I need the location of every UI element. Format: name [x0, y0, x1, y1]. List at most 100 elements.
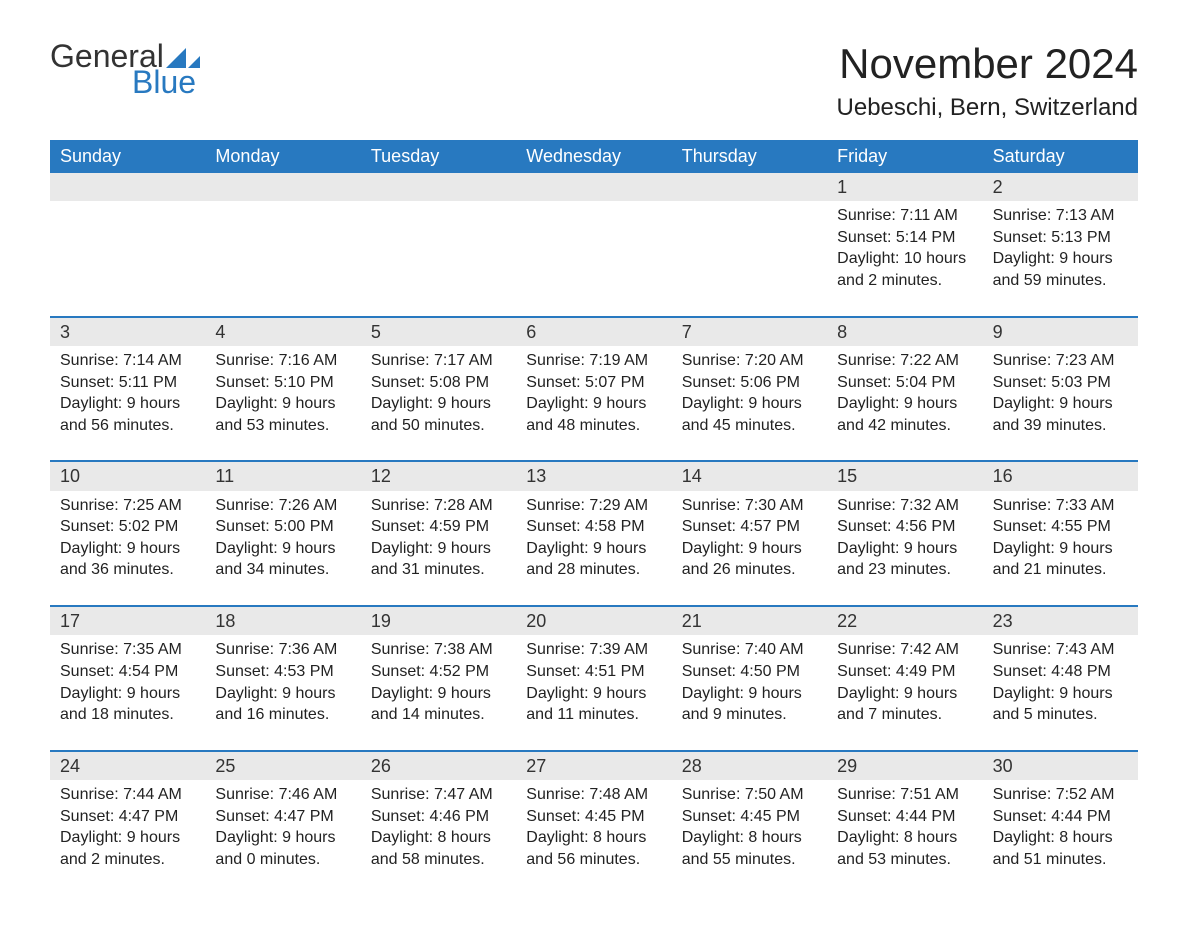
sunrise-text: Sunrise: 7:19 AM	[526, 350, 661, 372]
day-header-cell: Wednesday	[516, 140, 671, 173]
sunset-text: Sunset: 4:44 PM	[837, 806, 972, 828]
week-row: 3Sunrise: 7:14 AMSunset: 5:11 PMDaylight…	[50, 316, 1138, 461]
day-number: 29	[827, 752, 982, 780]
day-cell: 22Sunrise: 7:42 AMSunset: 4:49 PMDayligh…	[827, 607, 982, 750]
day-number: 3	[50, 318, 205, 346]
day-number: 14	[672, 462, 827, 490]
sunset-text: Sunset: 4:44 PM	[993, 806, 1128, 828]
daylight-text: Daylight: 9 hours and 14 minutes.	[371, 683, 506, 726]
day-cell: 20Sunrise: 7:39 AMSunset: 4:51 PMDayligh…	[516, 607, 671, 750]
sunrise-text: Sunrise: 7:36 AM	[215, 639, 350, 661]
day-cell: 12Sunrise: 7:28 AMSunset: 4:59 PMDayligh…	[361, 462, 516, 605]
sunrise-text: Sunrise: 7:11 AM	[837, 205, 972, 227]
sunset-text: Sunset: 5:07 PM	[526, 372, 661, 394]
week-row: 17Sunrise: 7:35 AMSunset: 4:54 PMDayligh…	[50, 605, 1138, 750]
day-number: 5	[361, 318, 516, 346]
daylight-text: Daylight: 9 hours and 36 minutes.	[60, 538, 195, 581]
day-cell: 29Sunrise: 7:51 AMSunset: 4:44 PMDayligh…	[827, 752, 982, 895]
sunset-text: Sunset: 4:46 PM	[371, 806, 506, 828]
sunset-text: Sunset: 4:50 PM	[682, 661, 817, 683]
day-cell: 8Sunrise: 7:22 AMSunset: 5:04 PMDaylight…	[827, 318, 982, 461]
sunset-text: Sunset: 4:53 PM	[215, 661, 350, 683]
sunrise-text: Sunrise: 7:50 AM	[682, 784, 817, 806]
day-number: 16	[983, 462, 1138, 490]
day-number: 15	[827, 462, 982, 490]
daylight-text: Daylight: 9 hours and 42 minutes.	[837, 393, 972, 436]
sunset-text: Sunset: 5:10 PM	[215, 372, 350, 394]
day-header-cell: Tuesday	[361, 140, 516, 173]
day-header-cell: Friday	[827, 140, 982, 173]
day-number: 8	[827, 318, 982, 346]
daylight-text: Daylight: 9 hours and 7 minutes.	[837, 683, 972, 726]
daylight-text: Daylight: 9 hours and 31 minutes.	[371, 538, 506, 581]
day-number: 28	[672, 752, 827, 780]
day-cell: 16 Sunrise: 7:33 AMSunset: 4:55 PMDayligh…	[983, 462, 1138, 605]
sunrise-text: Sunrise: 7:40 AM	[682, 639, 817, 661]
day-cell	[205, 173, 360, 316]
day-cell: 18Sunrise: 7:36 AMSunset: 4:53 PMDayligh…	[205, 607, 360, 750]
day-number: 25	[205, 752, 360, 780]
daylight-text: Daylight: 9 hours and 53 minutes.	[215, 393, 350, 436]
day-header-cell: Thursday	[672, 140, 827, 173]
daylight-text: Daylight: 9 hours and 26 minutes.	[682, 538, 817, 581]
sunrise-text: Sunrise: 7:33 AM	[993, 495, 1128, 517]
daylight-text: Daylight: 9 hours and 50 minutes.	[371, 393, 506, 436]
daylight-text: Daylight: 9 hours and 0 minutes.	[215, 827, 350, 870]
sunset-text: Sunset: 5:04 PM	[837, 372, 972, 394]
sunset-text: Sunset: 4:49 PM	[837, 661, 972, 683]
day-number: 18	[205, 607, 360, 635]
day-number	[672, 173, 827, 201]
sunrise-text: Sunrise: 7:51 AM	[837, 784, 972, 806]
day-cell: 26Sunrise: 7:47 AMSunset: 4:46 PMDayligh…	[361, 752, 516, 895]
day-number: 7	[672, 318, 827, 346]
calendar: SundayMondayTuesdayWednesdayThursdayFrid…	[50, 140, 1138, 894]
day-cell: 4 Sunrise: 7:16 AMSunset: 5:10 PMDaylight…	[205, 318, 360, 461]
sunset-text: Sunset: 5:11 PM	[60, 372, 195, 394]
day-number: 1	[827, 173, 982, 201]
daylight-text: Daylight: 8 hours and 56 minutes.	[526, 827, 661, 870]
sunrise-text: Sunrise: 7:16 AM	[215, 350, 350, 372]
week-row: 10Sunrise: 7:25 AMSunset: 5:02 PMDayligh…	[50, 460, 1138, 605]
day-number	[516, 173, 671, 201]
sunset-text: Sunset: 4:55 PM	[993, 516, 1128, 538]
day-cell: 30Sunrise: 7:52 AMSunset: 4:44 PMDayligh…	[983, 752, 1138, 895]
day-cell: 6 Sunrise: 7:19 AMSunset: 5:07 PMDaylight…	[516, 318, 671, 461]
day-number: 27	[516, 752, 671, 780]
day-cell	[516, 173, 671, 316]
header: General Blue November 2024 Uebeschi, Ber…	[50, 40, 1138, 122]
day-cell: 5Sunrise: 7:17 AMSunset: 5:08 PMDaylight…	[361, 318, 516, 461]
sunrise-text: Sunrise: 7:23 AM	[993, 350, 1128, 372]
day-number: 26	[361, 752, 516, 780]
day-number: 23	[983, 607, 1138, 635]
day-cell: 10Sunrise: 7:25 AMSunset: 5:02 PMDayligh…	[50, 462, 205, 605]
daylight-text: Daylight: 8 hours and 55 minutes.	[682, 827, 817, 870]
day-cell: 11Sunrise: 7:26 AMSunset: 5:00 PMDayligh…	[205, 462, 360, 605]
day-cell: 7Sunrise: 7:20 AMSunset: 5:06 PMDaylight…	[672, 318, 827, 461]
week-row: 24Sunrise: 7:44 AMSunset: 4:47 PMDayligh…	[50, 750, 1138, 895]
month-title: November 2024	[837, 40, 1138, 88]
day-header-cell: Saturday	[983, 140, 1138, 173]
sunrise-text: Sunrise: 7:46 AM	[215, 784, 350, 806]
logo: General Blue	[50, 40, 200, 98]
daylight-text: Daylight: 9 hours and 59 minutes.	[993, 248, 1128, 291]
sunset-text: Sunset: 4:59 PM	[371, 516, 506, 538]
sunrise-text: Sunrise: 7:48 AM	[526, 784, 661, 806]
day-number: 6	[516, 318, 671, 346]
daylight-text: Daylight: 9 hours and 48 minutes.	[526, 393, 661, 436]
day-number	[361, 173, 516, 201]
day-number: 17	[50, 607, 205, 635]
daylight-text: Daylight: 9 hours and 39 minutes.	[993, 393, 1128, 436]
daylight-text: Daylight: 9 hours and 2 minutes.	[60, 827, 195, 870]
sunrise-text: Sunrise: 7:39 AM	[526, 639, 661, 661]
day-number: 2	[983, 173, 1138, 201]
day-cell: 15Sunrise: 7:32 AMSunset: 4:56 PMDayligh…	[827, 462, 982, 605]
sunset-text: Sunset: 5:03 PM	[993, 372, 1128, 394]
day-number: 4	[205, 318, 360, 346]
day-cell: 23Sunrise: 7:43 AMSunset: 4:48 PMDayligh…	[983, 607, 1138, 750]
sunset-text: Sunset: 5:08 PM	[371, 372, 506, 394]
day-number: 21	[672, 607, 827, 635]
daylight-text: Daylight: 9 hours and 21 minutes.	[993, 538, 1128, 581]
day-number: 10	[50, 462, 205, 490]
day-cell: 9Sunrise: 7:23 AMSunset: 5:03 PMDaylight…	[983, 318, 1138, 461]
sunrise-text: Sunrise: 7:20 AM	[682, 350, 817, 372]
